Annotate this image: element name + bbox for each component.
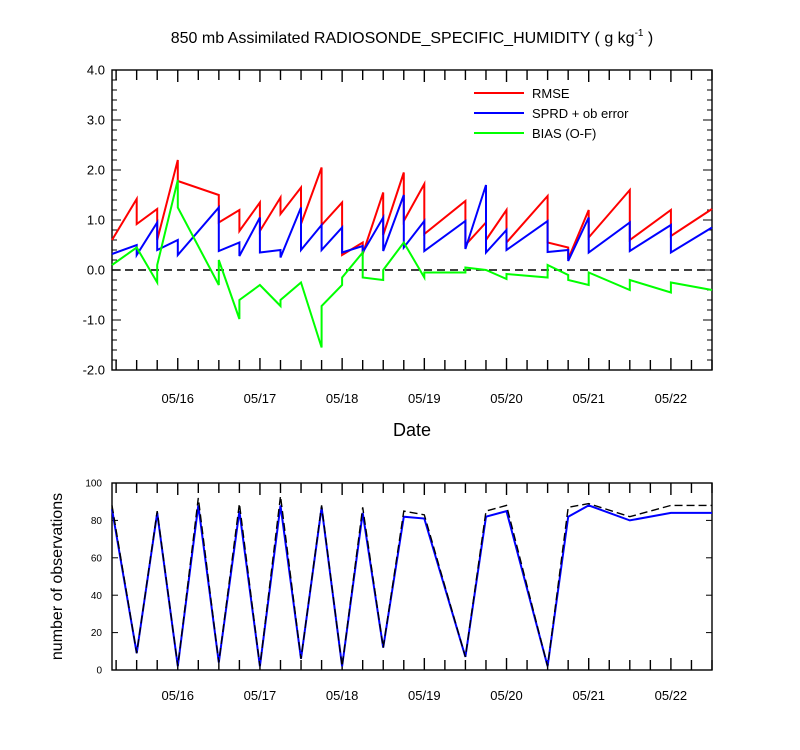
x-tick-label: 05/18 bbox=[326, 688, 359, 703]
y-tick-label: 60 bbox=[91, 553, 103, 564]
y-tick-label: 0.0 bbox=[87, 263, 105, 278]
bottom-panel: 05/16 05/17 05/18 05/19 05/20 05/21 05/22 0 20 40… bbox=[49, 479, 713, 703]
x-axis-title: Date bbox=[393, 420, 431, 440]
legend-label-rmse: RMSE bbox=[532, 86, 570, 101]
chart-title-superscript: -1 bbox=[635, 28, 644, 39]
legend-label-bias: BIAS (O-F) bbox=[532, 126, 596, 141]
x-tick-label: 05/22 bbox=[655, 688, 688, 703]
legend-label-sprd: SPRD + ob error bbox=[532, 106, 629, 121]
y-tick-label: -1.0 bbox=[83, 313, 105, 328]
chart-title-main: 850 mb Assimilated RADIOSONDE_SPECIFIC_H… bbox=[171, 30, 635, 47]
x-tick-label: 05/17 bbox=[244, 688, 277, 703]
x-tick-label: 05/21 bbox=[572, 688, 605, 703]
chart-title: 850 mb Assimilated RADIOSONDE_SPECIFIC_H… bbox=[171, 28, 654, 47]
x-tick-label: 05/22 bbox=[655, 391, 688, 406]
chart-title-close: ) bbox=[643, 30, 653, 47]
y-tick-label: 2.0 bbox=[87, 163, 105, 178]
series-line-bias-o-f- bbox=[111, 179, 713, 348]
y-tick-label: 20 bbox=[91, 628, 103, 639]
x-tick-label: 05/18 bbox=[326, 391, 359, 406]
y-tick-label: 0 bbox=[96, 666, 102, 677]
y-tick-label: -2.0 bbox=[83, 363, 105, 378]
x-tick-label: 05/19 bbox=[408, 391, 441, 406]
x-tick-label: 05/16 bbox=[161, 391, 194, 406]
x-tick-label: 05/20 bbox=[490, 391, 523, 406]
x-tick-label: 05/17 bbox=[244, 391, 277, 406]
y-tick-label: 100 bbox=[85, 479, 102, 490]
series-line-observations-used bbox=[111, 504, 712, 667]
x-tick-label: 05/20 bbox=[490, 688, 523, 703]
y-tick-label: 80 bbox=[91, 516, 103, 527]
x-tick-label: 05/16 bbox=[161, 688, 194, 703]
y-tick-label: 3.0 bbox=[87, 113, 105, 128]
y-axis-title: number of observations bbox=[49, 493, 66, 660]
series-line-sprd-ob-error bbox=[111, 184, 713, 262]
plot-frame bbox=[111, 482, 713, 671]
y-tick-label: 1.0 bbox=[87, 213, 105, 228]
y-tick-label: 40 bbox=[91, 591, 103, 602]
top-panel: 05/16 05/17 05/18 05/19 05/20 05/21 05/22 -2.0 -… bbox=[83, 63, 713, 440]
series-line-observations-possible bbox=[111, 496, 712, 667]
x-tick-label: 05/21 bbox=[572, 391, 605, 406]
y-tick-label: 4.0 bbox=[87, 63, 105, 78]
x-tick-label: 05/19 bbox=[408, 688, 441, 703]
